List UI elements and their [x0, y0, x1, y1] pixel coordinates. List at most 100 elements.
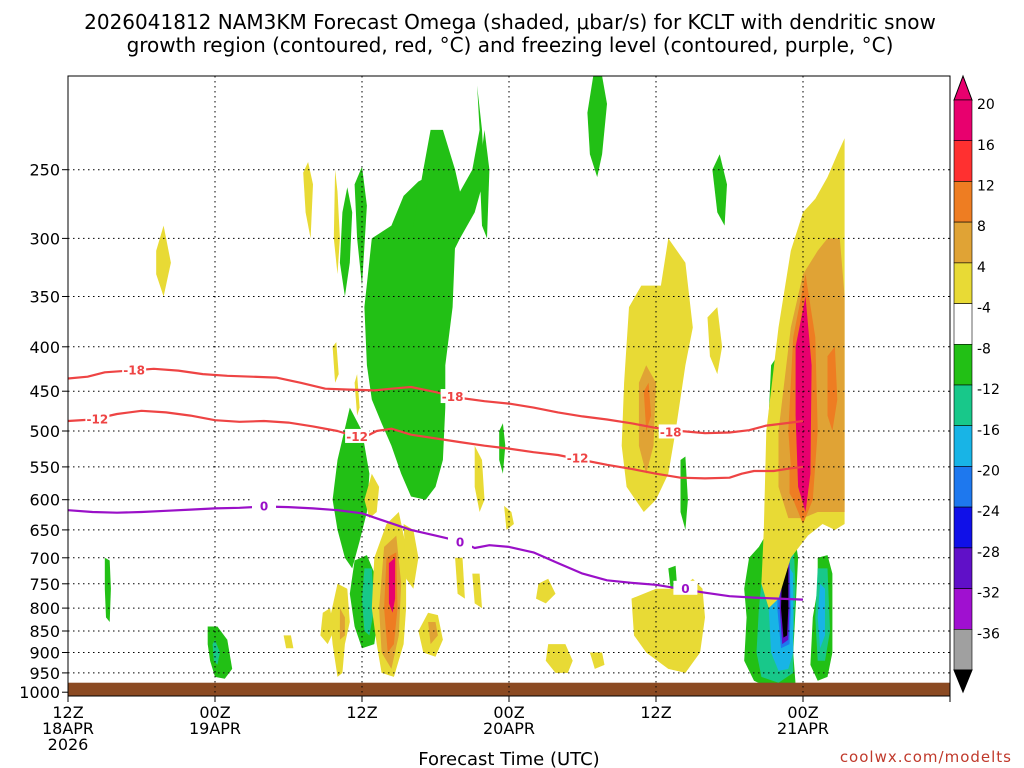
- colorbar-swatch-1: [953, 140, 973, 182]
- omega-region-pos8-41: [428, 622, 438, 645]
- y-tick-label-600: 600: [29, 491, 60, 510]
- dgz-minus18-label-2: -18: [660, 425, 682, 439]
- dgz-minus12-label-0: -12: [87, 412, 109, 426]
- omega-region-pos4-47: [536, 578, 556, 604]
- dgz-minus18-label-bg-1: [440, 389, 465, 404]
- omega-region-neg4-2: [332, 407, 370, 569]
- x-tick-label-6-1: 00Z: [199, 703, 230, 722]
- chart-title-line2: growth region (contoured, red, °C) and f…: [127, 33, 894, 57]
- credit-text: coolwx.com/modelts: [840, 748, 1012, 766]
- y-tick-label-550: 550: [29, 458, 60, 477]
- dgz-minus12-label-bg-2: [565, 450, 590, 465]
- y-tick-label-500: 500: [29, 422, 60, 441]
- colorbar-label-10: -24: [977, 504, 1000, 520]
- omega-region-pos4-53: [589, 652, 605, 669]
- colorbar-swatch-11: [953, 547, 973, 589]
- omega-region-pos4-54: [707, 307, 723, 375]
- ground-fill: [68, 682, 950, 696]
- dgz-minus18-label-1: -18: [442, 390, 464, 404]
- omega-region-neg4-15: [680, 456, 688, 530]
- colorbar-swatch-7: [953, 384, 973, 427]
- dgz-minus12-line: [68, 409, 804, 480]
- omega-region-pos12-59: [827, 346, 838, 431]
- omega-region-pos4-30: [332, 342, 339, 383]
- x-tick-label-0-3: 2026: [48, 735, 89, 754]
- colorbar-label-8: -16: [977, 423, 1000, 439]
- dgz-minus18-label-bg-0: [122, 362, 147, 377]
- dgz-minus18-line: [68, 367, 804, 435]
- omega-region-neg4-1: [411, 85, 485, 263]
- y-tick-label-650: 650: [29, 521, 60, 540]
- freezing-level-label-1: 0: [456, 535, 464, 549]
- omega-region-pos4-26: [303, 162, 313, 239]
- colorbar-swatch-6: [953, 343, 973, 386]
- y-tick-label-900: 900: [29, 644, 60, 663]
- y-tick-label-300: 300: [29, 229, 60, 248]
- omega-region-pos4-45: [455, 557, 465, 599]
- omega-region-neg4-12: [587, 76, 607, 178]
- y-tick-label-450: 450: [29, 382, 60, 401]
- x-tick-label-18-1: 00Z: [493, 703, 524, 722]
- omega-region-neg8-9: [212, 639, 220, 665]
- dgz-minus12-label-1: -12: [346, 430, 368, 444]
- omega-colorbar: 20 16 12 8 4 -4 -8 -12 -16 -20 -24 -28 -32 -36: [953, 74, 1000, 694]
- omega-region-neg4-8: [207, 626, 233, 679]
- y-tick-label-800: 800: [29, 599, 60, 618]
- colorbar-label-0: 20: [977, 97, 995, 113]
- colorbar-bottom-arrow: [953, 669, 973, 694]
- y-tick-label-250: 250: [29, 161, 60, 180]
- omega-region-pos12-50: [643, 382, 652, 431]
- freezing-level-label-2: 0: [681, 582, 689, 596]
- omega-region-neg4-13: [712, 154, 727, 226]
- omega-region-neg4-4: [339, 187, 353, 297]
- freezing-level-label-bg-0: [252, 498, 276, 513]
- colorbar-swatch-0: [953, 99, 973, 142]
- y-tick-label-950: 950: [29, 664, 60, 683]
- omega-region-pos4-36: [320, 608, 334, 645]
- chart-title-line1: 2026041812 NAM3KM Forecast Omega (shaded…: [84, 10, 936, 34]
- omega-region-pos4-29: [354, 374, 360, 416]
- colorbar-swatch-3: [953, 221, 973, 264]
- omega-region-pos12-60: [789, 463, 795, 500]
- colorbar-label-2: 12: [977, 179, 995, 195]
- colorbar-label-4: 4: [977, 260, 986, 276]
- x-tick-label-0-1: 12Z: [52, 703, 83, 722]
- x-tick-label-18-2: 20APR: [483, 719, 535, 738]
- y-tick-label-400: 400: [29, 338, 60, 357]
- colorbar-swatch-2: [953, 181, 973, 223]
- colorbar-swatch-10: [953, 506, 973, 549]
- omega-shading: [68, 76, 950, 696]
- colorbar-label-12: -32: [977, 586, 1000, 602]
- omega-region-pos4-38: [364, 473, 380, 519]
- x-tick-label-6-2: 19APR: [189, 719, 241, 738]
- omega-region-neg4-10: [104, 557, 111, 622]
- omega-region-pos4-28: [333, 169, 340, 275]
- omega-region-neg8-7: [362, 568, 375, 636]
- omega-region-pos4-46: [472, 573, 482, 609]
- y-tick-label-850: 850: [29, 622, 60, 641]
- omega-region-neg36-25: [781, 567, 789, 638]
- y-tick-label-750: 750: [29, 575, 60, 594]
- colorbar-swatch-8: [953, 425, 973, 467]
- x-tick-label-30-2: 21APR: [777, 719, 829, 738]
- x-tick-label-30-1: 00Z: [787, 703, 818, 722]
- colorbar-label-6: -8: [977, 341, 991, 357]
- colorbar-label-1: 16: [977, 138, 995, 154]
- freezing-level-label-bg-2: [673, 580, 698, 595]
- omega-region-pos8-37: [339, 608, 345, 640]
- colorbar-label-7: -12: [977, 382, 1000, 398]
- pressure-axis: 250 300 350 400 450 500 550 600 650 700 750 800 850 9…: [19, 161, 68, 702]
- dgz-minus12-label-bg-0: [85, 411, 110, 426]
- colorbar-label-5: -4: [977, 301, 991, 317]
- y-tick-label-700: 700: [29, 549, 60, 568]
- y-tick-label-350: 350: [29, 288, 60, 307]
- colorbar-swatch-5: [953, 303, 973, 345]
- colorbar-swatch-9: [953, 466, 973, 508]
- omega-region-pos4-39: [403, 524, 419, 589]
- colorbar-label-3: 8: [977, 219, 986, 235]
- x-tick-label-24-1: 12Z: [640, 703, 671, 722]
- freezing-level-label-0: 0: [260, 500, 268, 514]
- omega-region-neg12-22: [817, 583, 825, 649]
